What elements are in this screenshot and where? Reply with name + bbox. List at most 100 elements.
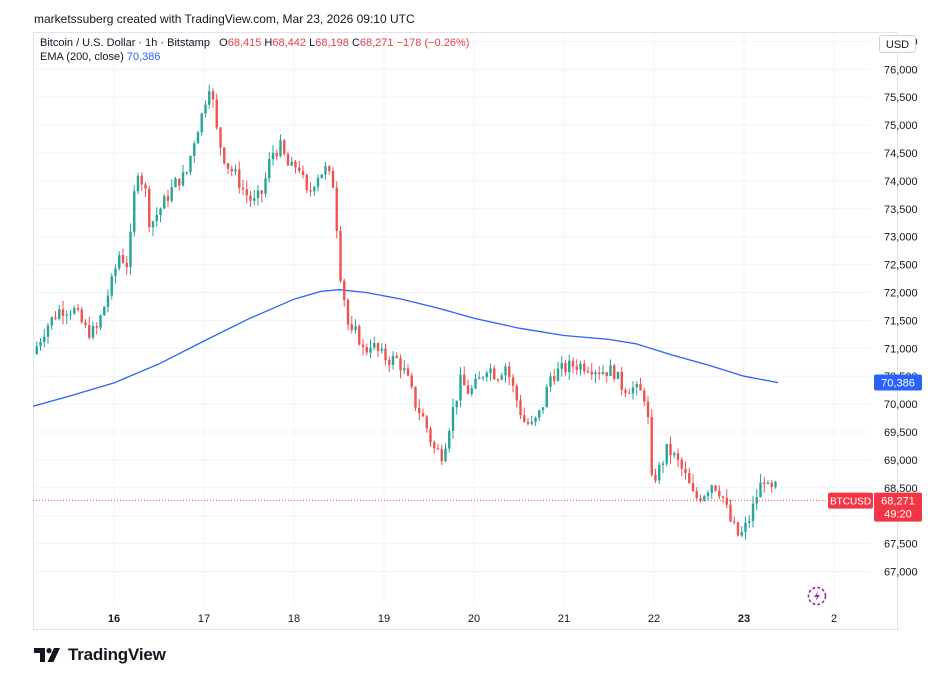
candle-body [680,459,683,469]
candle-body [635,384,638,388]
candle-body [328,166,331,171]
candle-body [605,372,608,376]
candle-body [658,464,661,481]
candle [721,495,725,504]
candle [403,360,406,375]
candle [331,167,335,188]
high-value: 68,442 [272,37,307,49]
price-tick-label: 67,000 [884,567,918,579]
candle-body [583,363,586,371]
candle [103,305,106,316]
candle-body [369,347,372,353]
currency-button[interactable]: USD [879,35,916,53]
candle-body [241,187,245,190]
candle [283,138,286,156]
candle [88,316,91,340]
candle-body [219,127,222,148]
candle [204,100,207,118]
candle-body [163,196,166,209]
candle [676,448,680,468]
candle [515,383,518,408]
candle [763,476,766,493]
candle-body [733,521,736,523]
candle-body [643,390,646,402]
candle-body [54,317,57,319]
price-tick-label: 73,000 [884,232,918,244]
candle [699,494,702,503]
candle [680,457,683,477]
open-label: O [219,37,228,49]
candle-body [99,315,102,328]
candle-body [414,386,417,408]
candle-body [594,372,597,375]
grid-lines [33,33,870,605]
low-label: L [309,37,316,49]
candle [770,480,773,493]
candle-body [313,186,316,192]
candle-body [598,372,601,375]
time-tick-label: 21 [558,613,570,625]
candle-body [121,255,125,263]
candle [575,359,578,375]
candle-body [376,343,380,351]
candle-body [159,208,162,216]
symbol-title[interactable]: Bitcoin / U.S. Dollar · 1h · Bitstamp [40,37,210,49]
candle [755,489,758,511]
candle [69,310,72,320]
candle-body [384,348,387,360]
candle-body [684,468,687,474]
candle [504,363,507,383]
candle [489,363,492,382]
candle [361,339,365,356]
candle [635,381,638,396]
candle [309,182,312,197]
candle-body [661,463,665,465]
candle [219,126,222,156]
symbol-badge [828,492,873,509]
candle-body [174,178,177,188]
candle [425,414,428,433]
last-price-badge-value: 68,271 [881,496,915,508]
candle [61,300,65,325]
candle-body [196,132,200,144]
candle-body [721,496,725,498]
candle [568,354,571,380]
candle [654,468,657,484]
candle-body [466,385,470,394]
candle-body [43,336,46,343]
candle [556,361,560,382]
candles-layer [35,84,777,540]
candle-body [39,342,42,347]
candle-body [710,485,713,493]
candle-body [253,198,256,201]
candle [628,388,631,394]
candle [35,341,38,355]
candle [444,442,447,463]
replay-icon[interactable] [807,586,827,606]
candle [163,193,166,209]
candle [433,440,436,454]
candle [478,371,481,380]
candle-body [309,190,312,192]
chart-frame [33,32,898,630]
price-tick-label: 74,000 [884,176,918,188]
candle [594,370,597,383]
candle [148,185,151,233]
candle-body [736,522,740,536]
candle [376,341,380,358]
candle [448,428,451,453]
candle-body [496,379,500,381]
price-tick-label: 72,000 [884,287,918,299]
candle-body [245,189,248,196]
ema-legend[interactable]: EMA (200, close) 70,386 [40,51,160,63]
candle [481,376,485,381]
tradingview-logo[interactable]: TradingView [34,645,166,665]
open-value: 68,415 [227,37,262,49]
candle-body [193,143,196,156]
price-tick-label: 71,500 [884,315,918,327]
candle-body [470,388,473,394]
candle [455,400,458,415]
candle [298,161,301,174]
candle [395,352,398,359]
